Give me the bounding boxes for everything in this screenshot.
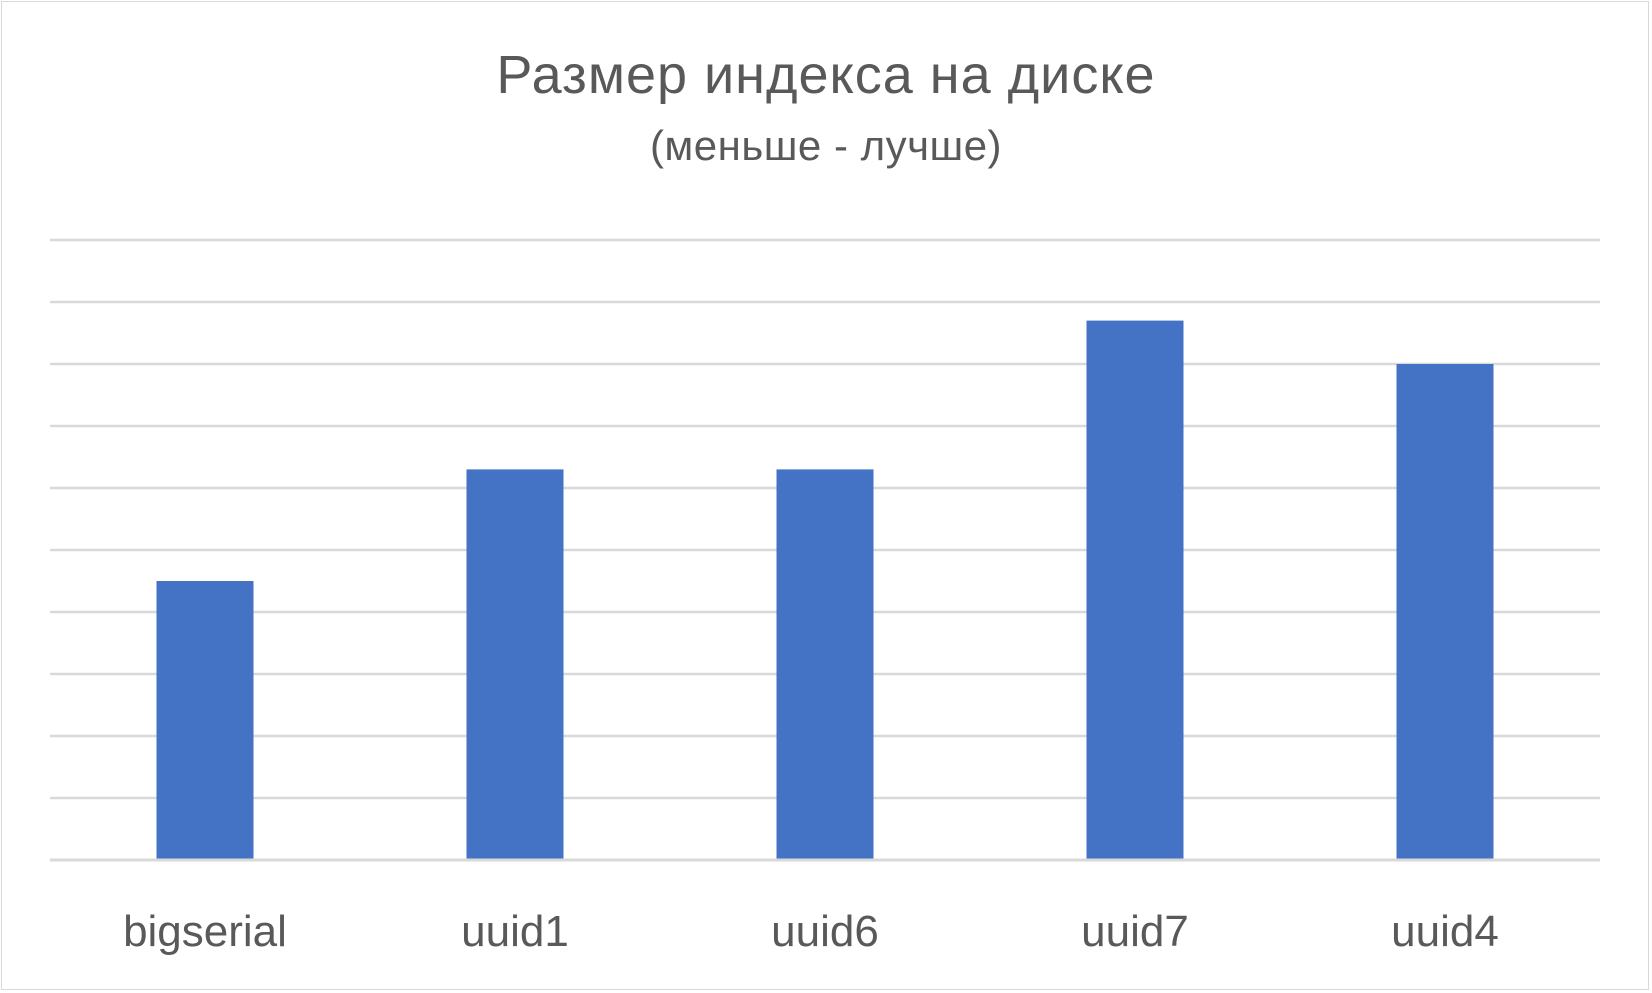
x-tick-label-bigserial: bigserial (123, 907, 287, 956)
chart-subtitle: (меньше - лучше) (649, 122, 1003, 169)
bars (156, 320, 1494, 861)
bar-bigserial[interactable] (156, 581, 254, 860)
x-tick-label-uuid4: uuid4 (1391, 907, 1499, 956)
bar-uuid7[interactable] (1086, 320, 1184, 861)
x-tick-label-uuid1: uuid1 (461, 907, 569, 956)
bar-uuid4[interactable] (1396, 364, 1494, 860)
x-tick-label-uuid6: uuid6 (771, 907, 879, 956)
bar-uuid1[interactable] (466, 469, 564, 860)
x-tick-labels: bigserial uuid1 uuid6 uuid7 uuid4 (123, 907, 1499, 956)
x-tick-label-uuid7: uuid7 (1081, 907, 1189, 956)
bar-uuid6[interactable] (776, 469, 874, 860)
chart-title: Размер индекса на диске (496, 45, 1156, 105)
